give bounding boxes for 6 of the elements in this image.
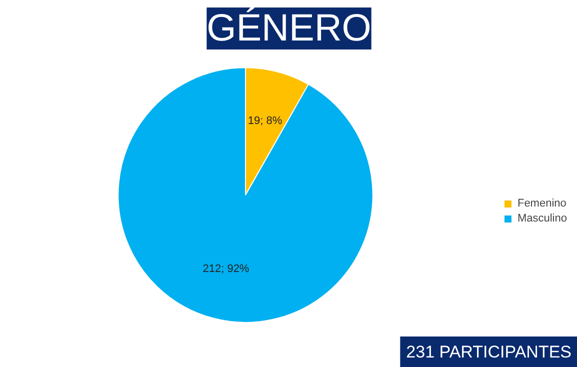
legend-label: Masculino	[517, 212, 567, 224]
chart-title: GÉNERO	[206, 8, 372, 50]
text: 231 PARTICIPANTES	[406, 342, 572, 362]
legend-label: Femenino	[517, 197, 566, 209]
data-label: 212; 92%	[202, 263, 250, 276]
data-label: 19; 8%	[248, 114, 282, 127]
